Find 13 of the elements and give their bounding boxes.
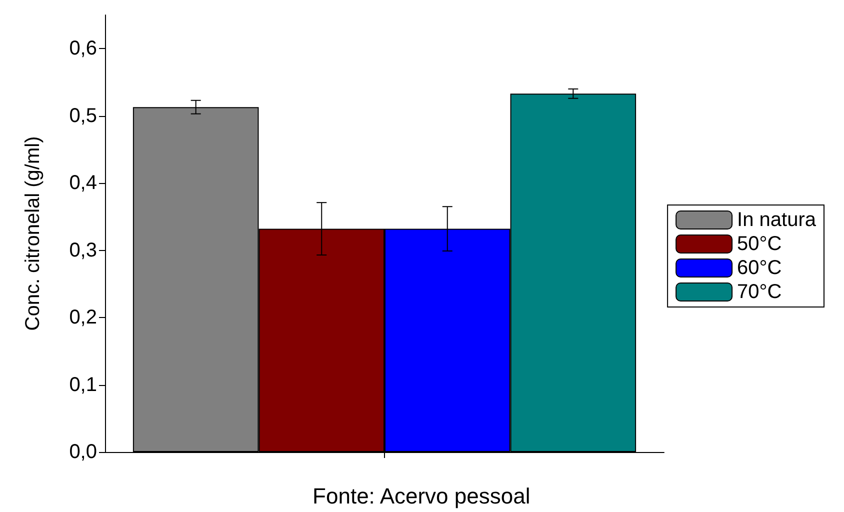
y-tick-label: 0,4 — [69, 172, 97, 194]
source-note: Fonte: Acervo pessoal — [312, 484, 530, 508]
legend-label: 60°C — [737, 257, 782, 279]
legend-label: 50°C — [737, 233, 782, 255]
y-tick-label: 0,0 — [69, 441, 97, 463]
legend-label: In natura — [737, 209, 817, 231]
y-axis-title: Conc. citronelal (g/ml) — [22, 136, 44, 331]
legend-label: 70°C — [737, 281, 782, 303]
y-tick-label: 0,3 — [69, 239, 97, 262]
y-tick-label: 0,2 — [69, 306, 97, 329]
y-tick-label: 0,6 — [69, 38, 97, 60]
y-tick-label: 0,1 — [69, 374, 97, 396]
y-tick-label: 0,5 — [69, 104, 97, 127]
